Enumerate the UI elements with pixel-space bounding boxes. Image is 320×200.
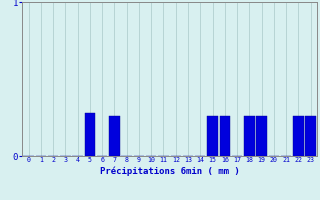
Bar <box>220 116 230 156</box>
X-axis label: Précipitations 6min ( mm ): Précipitations 6min ( mm ) <box>100 166 239 176</box>
Bar <box>256 116 267 156</box>
Bar <box>306 116 316 156</box>
Bar <box>293 116 304 156</box>
Bar <box>109 116 120 156</box>
Bar <box>207 116 218 156</box>
Bar <box>244 116 254 156</box>
Bar <box>85 113 95 156</box>
